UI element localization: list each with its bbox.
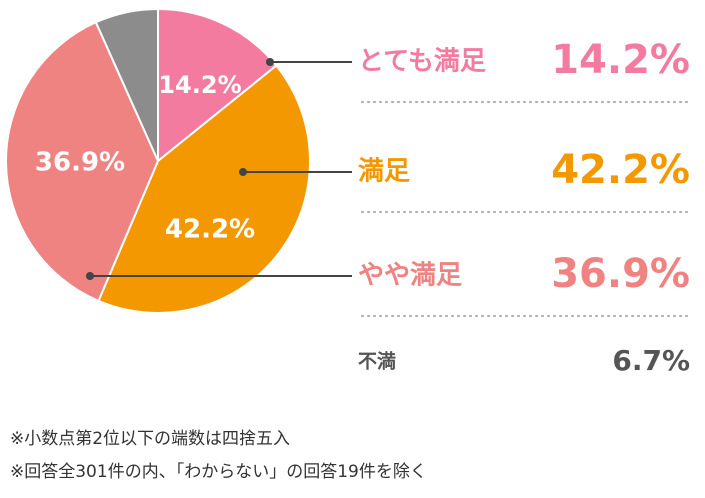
notes: ※小数点第2位以下の端数は四捨五入 ※回答全301件の内、「わからない」の回答1… [10, 429, 427, 482]
legend-value: 42.2% [551, 147, 690, 193]
slice-label: 42.2% [165, 215, 255, 245]
slice-label: 14.2% [158, 71, 241, 99]
pie-slice [97, 64, 311, 314]
legend-label: 不満 [358, 351, 396, 373]
leader-dot [266, 58, 274, 66]
pie-slice [5, 20, 160, 303]
legend-label: とても満足 [358, 47, 486, 77]
legend-label: 満足 [358, 157, 410, 187]
leader-dot [239, 168, 247, 176]
pie-slice [94, 7, 159, 162]
leader-dot [86, 272, 94, 280]
legend-value: 14.2% [551, 37, 690, 83]
legend-value: 36.9% [551, 251, 690, 297]
legend-label: やや満足 [358, 261, 462, 291]
note: ※回答全301件の内、「わからない」の回答19件を除く [10, 462, 427, 482]
note: ※小数点第2位以下の端数は四捨五入 [10, 429, 290, 449]
slice-label: 36.9% [35, 148, 125, 178]
legend-value: 6.7% [612, 344, 690, 377]
